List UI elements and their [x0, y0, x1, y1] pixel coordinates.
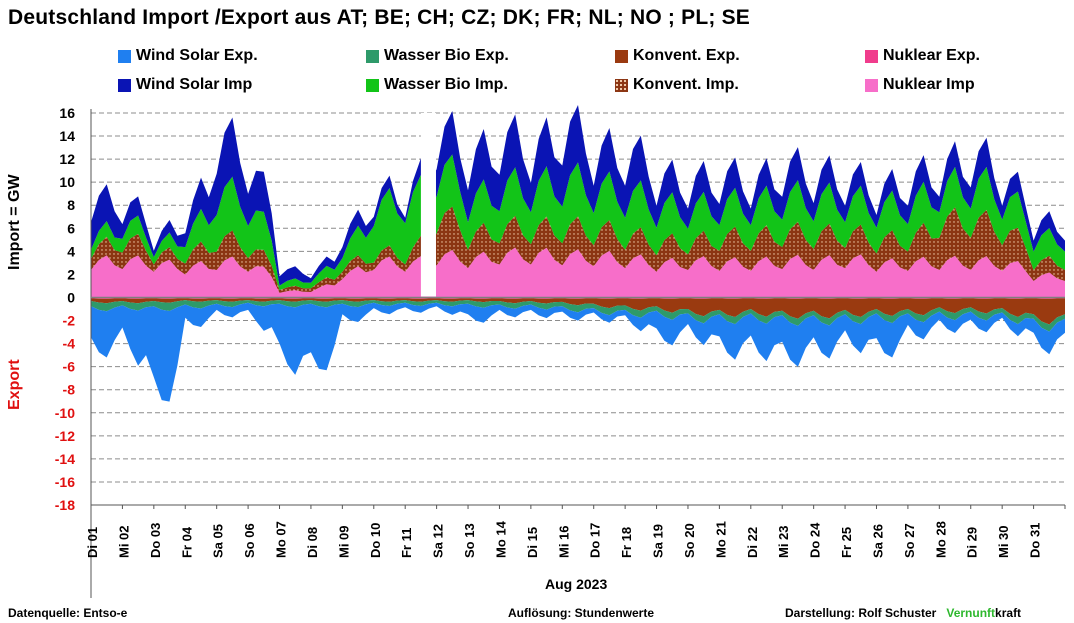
x-tick-label: Fr 11: [399, 528, 414, 558]
y-tick-label: 16: [59, 105, 75, 121]
x-tick-label: Di 08: [305, 527, 320, 558]
x-tick-label: Fr 18: [619, 527, 634, 558]
area-nuklear-imp: [91, 247, 1065, 298]
area-wind-solar-imp: [91, 105, 1065, 286]
footer-author: Darstellung: Rolf Schuster Vernunftkraft: [785, 606, 1021, 620]
brand-vernunft: Vernunft: [946, 606, 996, 620]
y-tick-label: 0: [67, 289, 75, 305]
x-tick-label: Mi 02: [116, 525, 131, 558]
legend-swatch: [865, 78, 878, 92]
legend-label: Nuklear Imp: [883, 76, 975, 93]
area-wasser-bio-imp-: [91, 154, 1065, 291]
x-tick-label: Mo 14: [493, 520, 508, 558]
x-tick-label: Sa 12: [431, 524, 446, 558]
area-wind-solar-exp-: [91, 302, 1065, 402]
y-tick-label: 12: [59, 151, 75, 167]
legend-nuklear-exp: Nuklear Exp.: [865, 47, 980, 65]
y-tick-label: -4: [63, 336, 76, 352]
y-tick-label: -10: [55, 405, 75, 421]
legend-wasser-bio-imp: Wasser Bio Imp.: [366, 76, 508, 94]
legend-label: Wind Solar Imp: [136, 76, 253, 93]
y-tick-label: -14: [55, 451, 75, 467]
x-tick-label: Fr 04: [179, 526, 194, 558]
x-tick-labels: Di 01 Mi 02 Do 03 Fr 04 Sa 05 So 06 Mo 07 Di 08…: [85, 520, 1043, 558]
x-tick-label: Mo 28: [933, 521, 948, 558]
x-tick-label: Mi 09: [336, 525, 351, 558]
legend-label: Nuklear Exp.: [883, 47, 980, 64]
y-tick-label: 14: [59, 128, 75, 144]
x-tick-label: Mo 07: [274, 521, 289, 558]
chart-title: Deutschland Import /Export aus AT; BE; C…: [8, 6, 750, 29]
y-tick-label: 4: [67, 243, 75, 259]
y-tick-label: -8: [63, 382, 76, 398]
legend-label: Konvent. Imp.: [633, 76, 739, 93]
x-tick-label: Fr 25: [839, 527, 854, 558]
x-tick-label: Do 10: [368, 523, 383, 558]
area-wasser-bio-exp-: [91, 300, 1065, 332]
area-series: [91, 105, 1065, 402]
footer-resolution: Auflösung: Stundenwerte: [508, 606, 654, 620]
x-tick-label: So 20: [682, 523, 697, 558]
legend-swatch: [118, 49, 131, 63]
y-tick-label: 8: [67, 197, 75, 213]
legend-swatch: [366, 49, 379, 63]
legend-label: Konvent. Exp.: [633, 47, 740, 64]
y-tick-label: -16: [55, 474, 75, 490]
legend-konvent-imp: Konvent. Imp.: [615, 76, 739, 94]
y-tick-labels: 16 14 12 10 8 6 4 2 0 -2 -4 -6 -8 -10 -12 -14 -16 -18: [55, 105, 75, 513]
legend-swatch: [366, 78, 379, 92]
legend-nuklear-imp: Nuklear Imp: [865, 76, 975, 94]
legend-label: Wasser Bio Imp.: [384, 76, 508, 93]
legend-label: Wind Solar Exp.: [136, 47, 258, 64]
y-tick-label: 2: [67, 266, 75, 282]
legend-swatch: [615, 78, 628, 92]
area-konvent-exp-: [91, 298, 1065, 325]
x-tick-label: So 13: [462, 523, 477, 558]
x-tick-label: Do 17: [588, 523, 603, 558]
y-tick-label: 10: [59, 174, 75, 190]
legend-label: Wasser Bio Exp.: [384, 47, 509, 64]
legend-swatch: [865, 49, 878, 63]
legend-wasser-bio-exp: Wasser Bio Exp.: [366, 47, 509, 65]
footer-author-text: Darstellung: Rolf Schuster: [785, 606, 937, 620]
x-tick-label: So 27: [902, 523, 917, 558]
y-tick-label: -12: [55, 428, 75, 444]
legend-konvent-exp: Konvent. Exp.: [615, 47, 740, 65]
x-axis-label: Aug 2023: [545, 576, 608, 592]
x-tick-label: Di 29: [965, 527, 980, 558]
x-tick-label: Do 31: [1028, 523, 1043, 558]
y-tick-label: -2: [63, 313, 76, 329]
x-tick-label: Sa 26: [870, 524, 885, 558]
y-tick-label: -18: [55, 497, 75, 513]
axes: [90, 109, 1066, 598]
x-tick-label: Do 24: [808, 522, 823, 558]
x-tick-label: Di 22: [745, 527, 760, 558]
area-konvent-imp-: [91, 206, 1065, 293]
x-tick-label: So 06: [242, 523, 257, 558]
data-gap: [420, 113, 436, 297]
legend-swatch: [615, 49, 628, 63]
x-tick-label: Mi 30: [996, 525, 1011, 558]
y-tick-label: 6: [67, 220, 75, 236]
legend-wind-solar-imp: Wind Solar Imp: [118, 76, 252, 94]
legend-swatch: [118, 78, 131, 92]
y-tick-label: -6: [63, 359, 76, 375]
x-tick-label: Di 15: [525, 527, 540, 558]
brand-kraft: kraft: [995, 606, 1022, 620]
x-tick-label: Di 01: [85, 527, 100, 558]
legend-wind-solar-exp: Wind Solar Exp.: [118, 47, 258, 65]
x-tick-label: Do 03: [148, 523, 163, 558]
x-tick-label: Mi 23: [776, 525, 791, 558]
footer-source: Datenquelle: Entso-e: [8, 606, 128, 620]
x-tick-label: Mi 16: [556, 525, 571, 558]
x-tick-label: Sa 05: [211, 524, 226, 558]
x-tick-label: Mo 21: [713, 521, 728, 558]
x-tick-label: Sa 19: [651, 524, 666, 558]
